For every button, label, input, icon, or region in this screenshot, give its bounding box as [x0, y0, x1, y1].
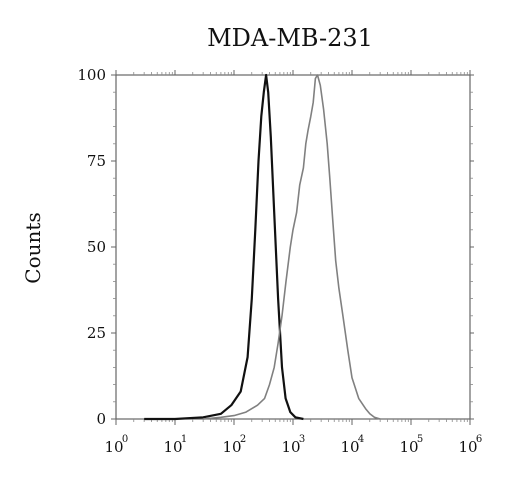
- x-tick-exponent: 4: [358, 434, 364, 445]
- x-tick-exponent: 6: [476, 434, 482, 445]
- plot-frame: [115, 74, 471, 420]
- x-axis: 100 101 102 103 104 105 106: [104, 70, 482, 456]
- y-tick-label: 25: [87, 324, 106, 342]
- x-tick-label: 10: [163, 438, 182, 456]
- y-tick-label: 100: [77, 66, 106, 84]
- y-axis: 0 25 50 75 100: [77, 66, 474, 428]
- y-tick-label: 0: [96, 410, 106, 428]
- y-tick-label: 75: [87, 152, 106, 170]
- x-tick-label: 10: [399, 438, 418, 456]
- series-line-1: [144, 73, 304, 421]
- x-tick-label: 10: [458, 438, 477, 456]
- x-tick-label: 10: [340, 438, 359, 456]
- x-tick-exponent: 5: [417, 434, 423, 445]
- x-tick-label: 10: [222, 438, 241, 456]
- series-group: [144, 73, 381, 421]
- x-tick-label: 10: [104, 438, 123, 456]
- y-tick-label: 50: [87, 238, 106, 256]
- chart-title: MDA-MB-231: [207, 24, 373, 52]
- x-tick-exponent: 3: [299, 434, 305, 445]
- x-tick-exponent: 2: [240, 434, 246, 445]
- series-line-2: [203, 74, 381, 420]
- y-axis-label: Counts: [21, 212, 45, 283]
- x-tick-exponent: 1: [181, 434, 187, 445]
- x-tick-exponent: 0: [122, 434, 128, 445]
- x-tick-label: 10: [281, 438, 300, 456]
